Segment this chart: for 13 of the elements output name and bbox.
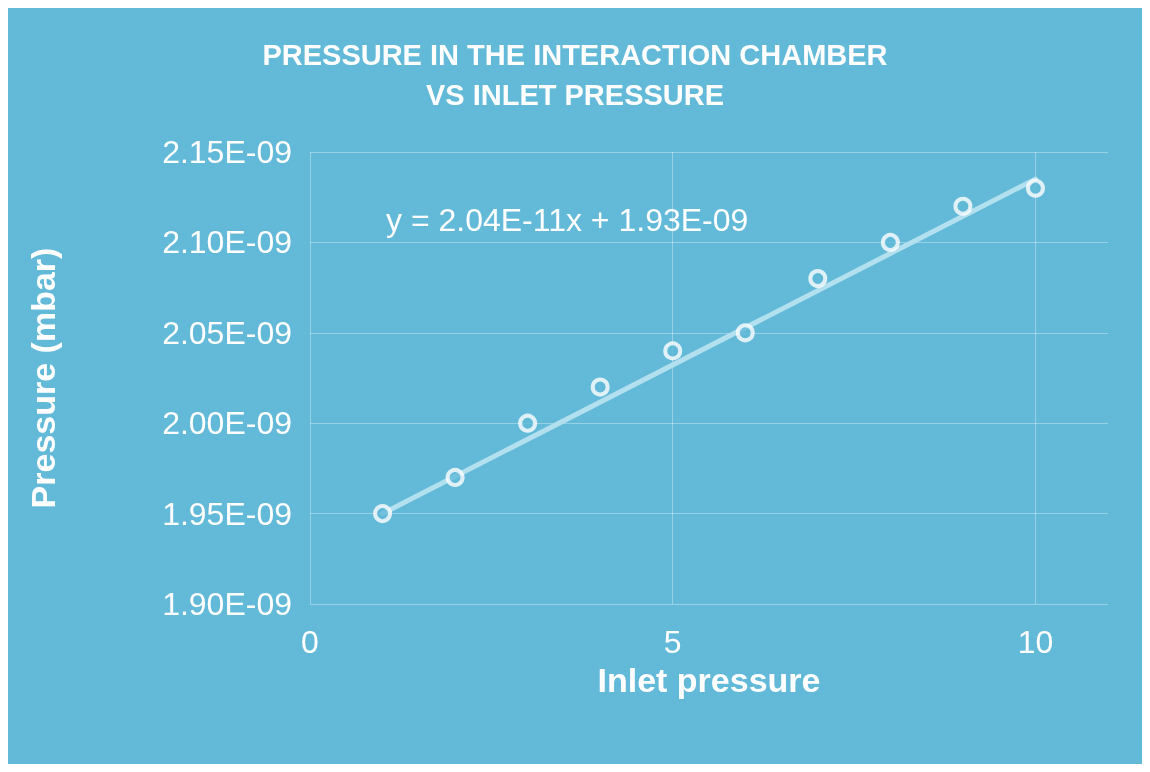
y-axis-title: Pressure (mbar) [24,247,62,509]
y-tick-label: 2.10E-09 [162,224,292,261]
y-tick-label: 1.90E-09 [162,586,292,622]
x-axis-title: Inlet pressure [597,660,821,699]
chart-title: PRESSURE IN THE INTERACTION CHAMBER VS INLET PRESSURE [262,39,888,111]
y-tick-label: 2.15E-09 [162,134,292,170]
x-tick-label: 0 [301,624,319,660]
x-tick-label: 10 [1017,624,1054,660]
y-tick-label: 1.95E-09 [162,495,292,532]
y-tick-label: 2.00E-09 [162,405,292,442]
y-tick-label: 2.05E-09 [162,314,292,351]
x-tick-label: 5 [663,624,682,660]
annotation: y = 2.04E-11x + 1.93E-09 [386,202,749,238]
